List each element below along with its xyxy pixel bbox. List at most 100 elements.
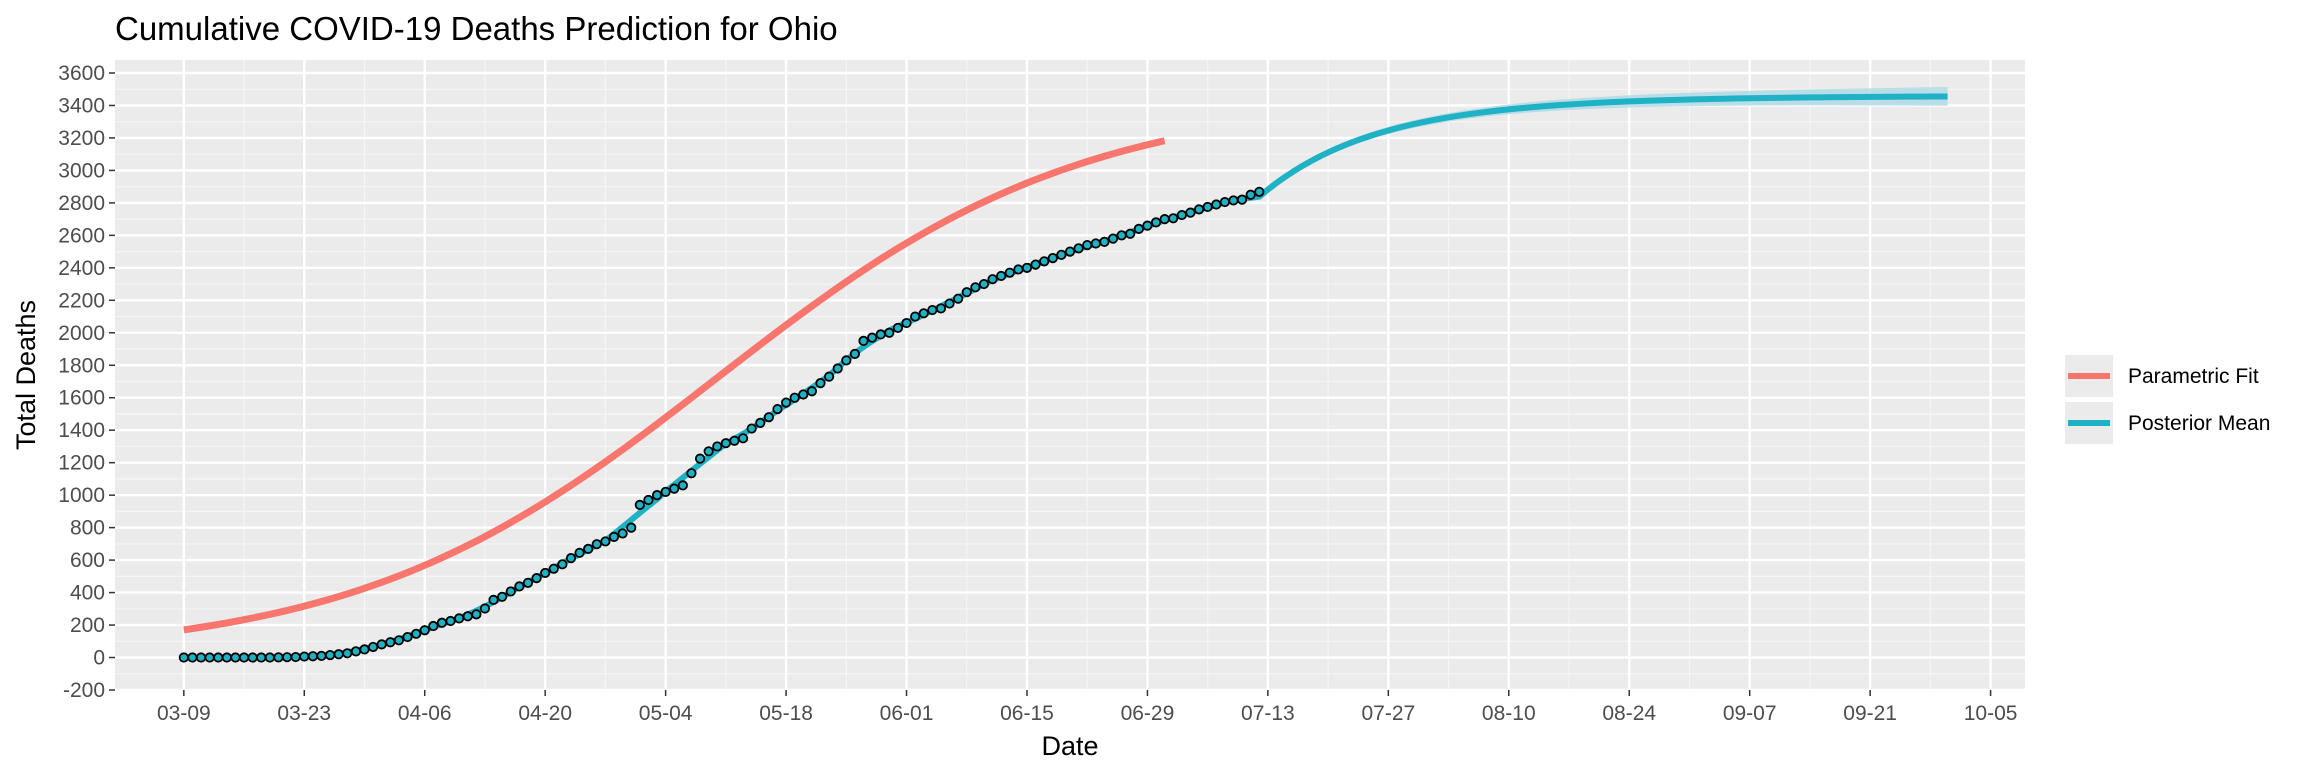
data-point <box>350 646 361 657</box>
data-point <box>780 397 792 408</box>
legend: Parametric Fit Posterior Mean <box>2065 355 2270 444</box>
data-point <box>445 615 456 627</box>
data-point <box>522 577 534 588</box>
data-point <box>583 543 594 555</box>
y-tick-label: 800 <box>70 517 105 540</box>
data-point <box>755 417 766 428</box>
data-point <box>213 652 224 663</box>
data-point <box>281 652 293 663</box>
data-point <box>316 650 327 662</box>
x-tick-label: 09-07 <box>1723 702 1777 725</box>
data-point <box>187 652 198 663</box>
data-point <box>927 304 938 316</box>
data-point <box>238 652 250 663</box>
data-point <box>634 499 645 510</box>
data-point <box>1064 246 1076 257</box>
x-tick-label: 06-29 <box>1121 702 1175 725</box>
data-point <box>1030 259 1041 270</box>
y-tick-label: 3000 <box>58 159 105 182</box>
y-tick-label: 3400 <box>58 94 105 117</box>
data-point <box>815 378 826 389</box>
grid-minor <box>115 60 2025 690</box>
legend-label-posterior-mean: Posterior Mean <box>2128 412 2270 435</box>
data-point <box>1116 230 1127 241</box>
data-point <box>944 298 955 309</box>
data-point <box>1228 195 1239 206</box>
data-point <box>935 303 947 314</box>
data-point <box>996 270 1007 282</box>
data-point <box>617 528 628 539</box>
y-tick-label: 1800 <box>58 354 105 377</box>
data-point <box>497 591 508 602</box>
data-point <box>1056 249 1067 260</box>
y-tick-label: -200 <box>63 679 105 702</box>
data-point <box>1168 213 1179 224</box>
data-point <box>256 652 267 663</box>
data-point <box>1039 256 1050 267</box>
data-point <box>419 625 430 636</box>
data-point <box>712 441 723 452</box>
data-point <box>574 547 585 558</box>
data-point <box>703 446 714 457</box>
data-point <box>772 403 783 415</box>
data-point <box>1099 236 1110 247</box>
data-point <box>910 311 921 322</box>
x-tick-label: 06-01 <box>880 702 934 725</box>
data-point <box>892 322 904 334</box>
data-point <box>720 438 731 449</box>
data-point <box>1090 238 1101 249</box>
x-axis-title: Date <box>1041 731 1098 761</box>
x-tick-label: 08-10 <box>1482 702 1536 725</box>
data-point <box>221 652 232 663</box>
data-point <box>230 652 241 663</box>
x-axis-ticks: 03-09 03-23 04-06 04-20 05-04 05-18 06-01 06-15… <box>157 690 2017 725</box>
observed-points-layer <box>178 186 1265 663</box>
data-point <box>1159 214 1170 225</box>
data-point <box>1013 264 1024 275</box>
data-point <box>471 609 482 620</box>
data-point <box>1125 228 1136 239</box>
y-tick-label: 2800 <box>58 192 105 215</box>
x-tick-label: 04-20 <box>518 702 572 725</box>
data-point <box>875 329 886 340</box>
data-point <box>505 586 516 597</box>
y-tick-label: 400 <box>70 582 105 605</box>
data-point <box>806 386 817 397</box>
data-point <box>643 494 654 506</box>
data-point <box>686 468 697 479</box>
y-tick-label: 0 <box>93 647 105 670</box>
data-point <box>359 644 370 655</box>
data-point <box>884 327 895 338</box>
data-point <box>1202 201 1213 213</box>
data-point <box>557 559 568 570</box>
data-point <box>462 611 473 622</box>
y-tick-label: 3600 <box>58 62 105 85</box>
x-tick-label: 03-09 <box>157 702 211 725</box>
data-point <box>307 651 318 662</box>
grid-major <box>115 60 2025 692</box>
data-point <box>1254 186 1265 197</box>
data-point <box>600 536 611 547</box>
data-point <box>832 363 843 374</box>
data-point <box>746 423 757 434</box>
data-point <box>368 641 379 653</box>
data-point <box>1082 240 1093 251</box>
data-point <box>608 531 620 542</box>
data-point <box>1004 267 1015 278</box>
data-point <box>1176 209 1187 221</box>
data-point <box>540 567 551 579</box>
y-tick-label: 1200 <box>58 452 105 475</box>
x-tick-label: 05-18 <box>759 702 813 725</box>
data-point <box>1150 217 1162 228</box>
data-point <box>454 613 465 624</box>
data-point <box>651 490 663 501</box>
data-point <box>694 453 706 464</box>
y-tick-label: 2000 <box>58 322 105 345</box>
data-point <box>849 348 861 359</box>
data-point <box>290 651 301 663</box>
data-point <box>1142 220 1153 231</box>
data-point <box>195 652 207 663</box>
data-point <box>488 594 499 605</box>
y-tick-label: 2200 <box>58 289 105 312</box>
data-point <box>273 652 284 663</box>
